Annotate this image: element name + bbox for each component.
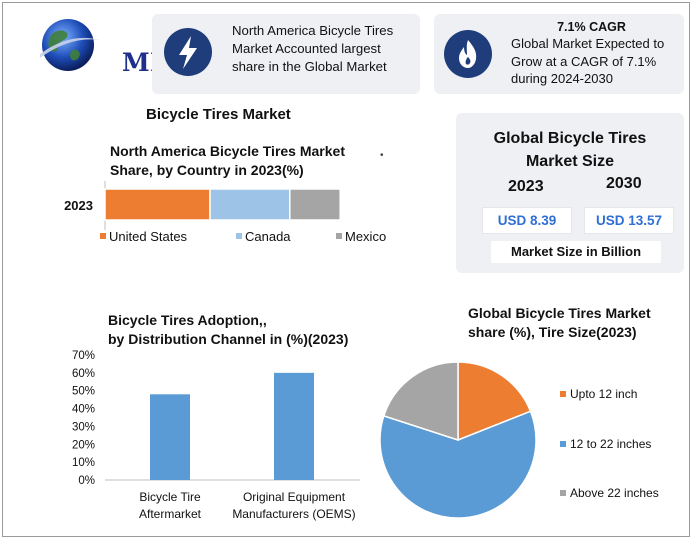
na-chart-title-line2: Share, by Country in 2023(%)	[110, 162, 304, 178]
na-chart-title: North America Bicycle Tires Market Share…	[110, 142, 345, 180]
pie-chart-title-line1: Global Bicycle Tires Market	[468, 305, 651, 321]
na-legend-label: Canada	[245, 229, 291, 244]
na-bar-segment	[104, 188, 211, 221]
adoption-chart-title-line1: Bicycle Tires Adoption,,	[108, 312, 267, 328]
page-title: Bicycle Tires Market	[146, 106, 291, 123]
year-2030-label: 2030	[606, 175, 642, 192]
adoption-chart-title-line2: by Distribution Channel in (%)(2023)	[108, 331, 349, 347]
cagr-title: 7.1% CAGR	[557, 20, 626, 34]
na-legend-label: Mexico	[345, 229, 386, 244]
north-america-share-card: North America Bicycle Tires Market Accou…	[152, 14, 420, 94]
adoption-chart-title: Bicycle Tires Adoption,, by Distribution…	[108, 311, 348, 349]
na-legend-label: United States	[109, 229, 188, 244]
na-chart-title-line1: North America Bicycle Tires Market	[110, 143, 345, 159]
market-size-unit: Market Size in Billion	[491, 241, 661, 263]
decorative-dot: •	[380, 150, 384, 161]
na-category-label: 2023	[64, 198, 93, 213]
year-2023-label: 2023	[508, 178, 544, 195]
na-legend-swatch	[236, 233, 242, 239]
cagr-text: Global Market Expected to Grow at a CAGR…	[511, 36, 665, 86]
value-2030: USD 13.57	[584, 207, 674, 234]
global-market-size-card: Global Bicycle Tires Market Size 2023 20…	[456, 113, 684, 273]
lightning-bolt-icon	[164, 28, 212, 76]
flame-icon	[444, 30, 492, 78]
na-legend-swatch	[100, 233, 106, 239]
pie-chart-title-line2: share (%), Tire Size(2023)	[468, 324, 637, 340]
global-size-title: Global Bicycle Tires Market Size	[456, 127, 684, 173]
global-size-title-line1: Global Bicycle Tires	[493, 130, 647, 147]
cagr-card: 7.1% CAGR Global Market Expected to Grow…	[434, 14, 684, 94]
north-america-share-text: North America Bicycle Tires Market Accou…	[232, 23, 394, 74]
pie-chart-title: Global Bicycle Tires Market share (%), T…	[468, 304, 651, 342]
na-bar-segment	[289, 188, 341, 221]
value-2023: USD 8.39	[482, 207, 572, 234]
globe-icon	[40, 19, 100, 71]
na-bar-segment	[209, 188, 291, 221]
global-size-title-line2: Market Size	[525, 153, 615, 170]
na-legend-swatch	[336, 233, 342, 239]
